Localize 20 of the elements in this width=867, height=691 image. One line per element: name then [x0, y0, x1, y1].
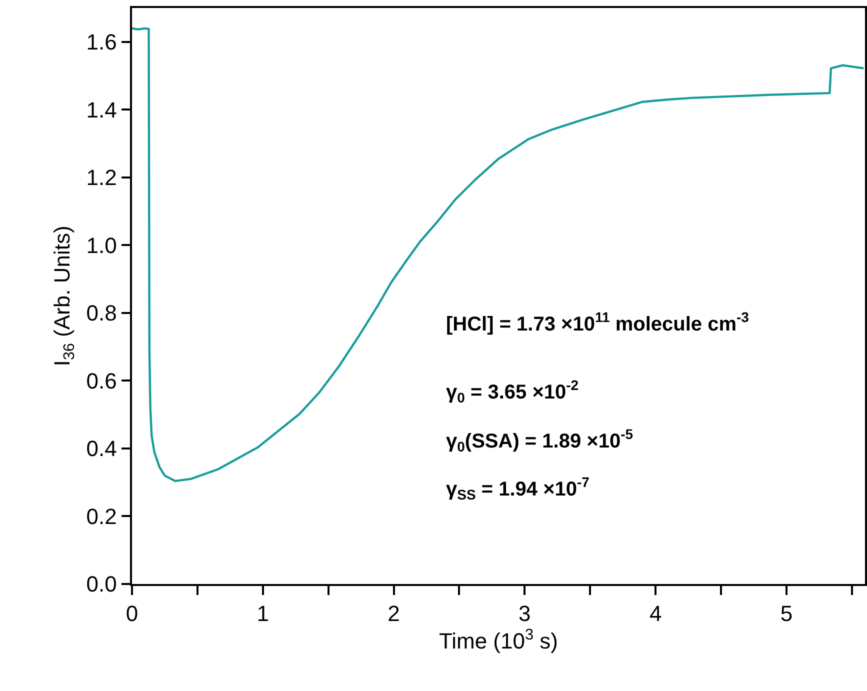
- x-axis-title: Time (10$^{3}$ s): [439, 626, 558, 654]
- y-tick-label: 0.2: [86, 504, 117, 529]
- y-tick-label: 0.4: [86, 436, 117, 462]
- x-tick-label: 1: [256, 601, 270, 626]
- annotation: γ$_{0}$(SSA) = 1.89 ×10$^{-5}$: [446, 426, 634, 455]
- y-tick-label: 1.6: [86, 30, 117, 55]
- y-tick-label: 1.0: [86, 232, 117, 258]
- x-tick-label: 5: [780, 601, 793, 626]
- x-tick-label: 4: [649, 601, 662, 626]
- y-tick-label: 0.0: [86, 572, 117, 597]
- y-tick-label: 1.4: [86, 97, 117, 122]
- annotation: γ$_{0}$ = 3.65 ×10$^{-2}$: [446, 377, 579, 406]
- y-tick-label: 1.2: [86, 165, 117, 190]
- y-tick-label: 0.6: [86, 368, 117, 394]
- annotation: γ$_{SS}$ = 1.94 ×10$^{-7}$: [446, 474, 590, 503]
- x-tick-label: 3: [518, 601, 531, 626]
- y-tick-label: 0.8: [86, 300, 117, 326]
- x-tick-label: 0: [126, 601, 138, 626]
- annotation: [HCl] = 1.73 ×10$^{11}$ molecule cm$^{-3}$: [446, 309, 750, 336]
- x-tick-label: 2: [388, 601, 400, 626]
